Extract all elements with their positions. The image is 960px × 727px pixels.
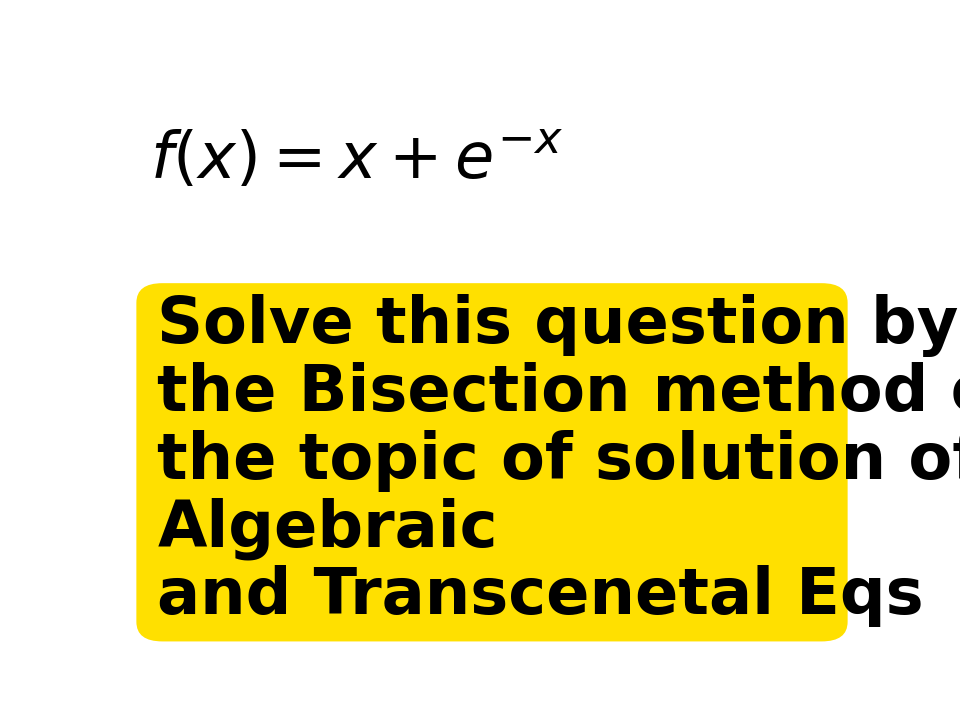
Text: and Transcenetal Eqs: and Transcenetal Eqs bbox=[157, 566, 924, 627]
Text: the topic of solution of: the topic of solution of bbox=[157, 430, 960, 492]
Text: Algebraic: Algebraic bbox=[157, 497, 497, 560]
Text: $f(x) = x + e^{-x}$: $f(x) = x + e^{-x}$ bbox=[150, 130, 564, 191]
FancyBboxPatch shape bbox=[136, 284, 848, 641]
Text: Solve this question by: Solve this question by bbox=[157, 294, 959, 358]
Text: the Bisection method on: the Bisection method on bbox=[157, 362, 960, 424]
